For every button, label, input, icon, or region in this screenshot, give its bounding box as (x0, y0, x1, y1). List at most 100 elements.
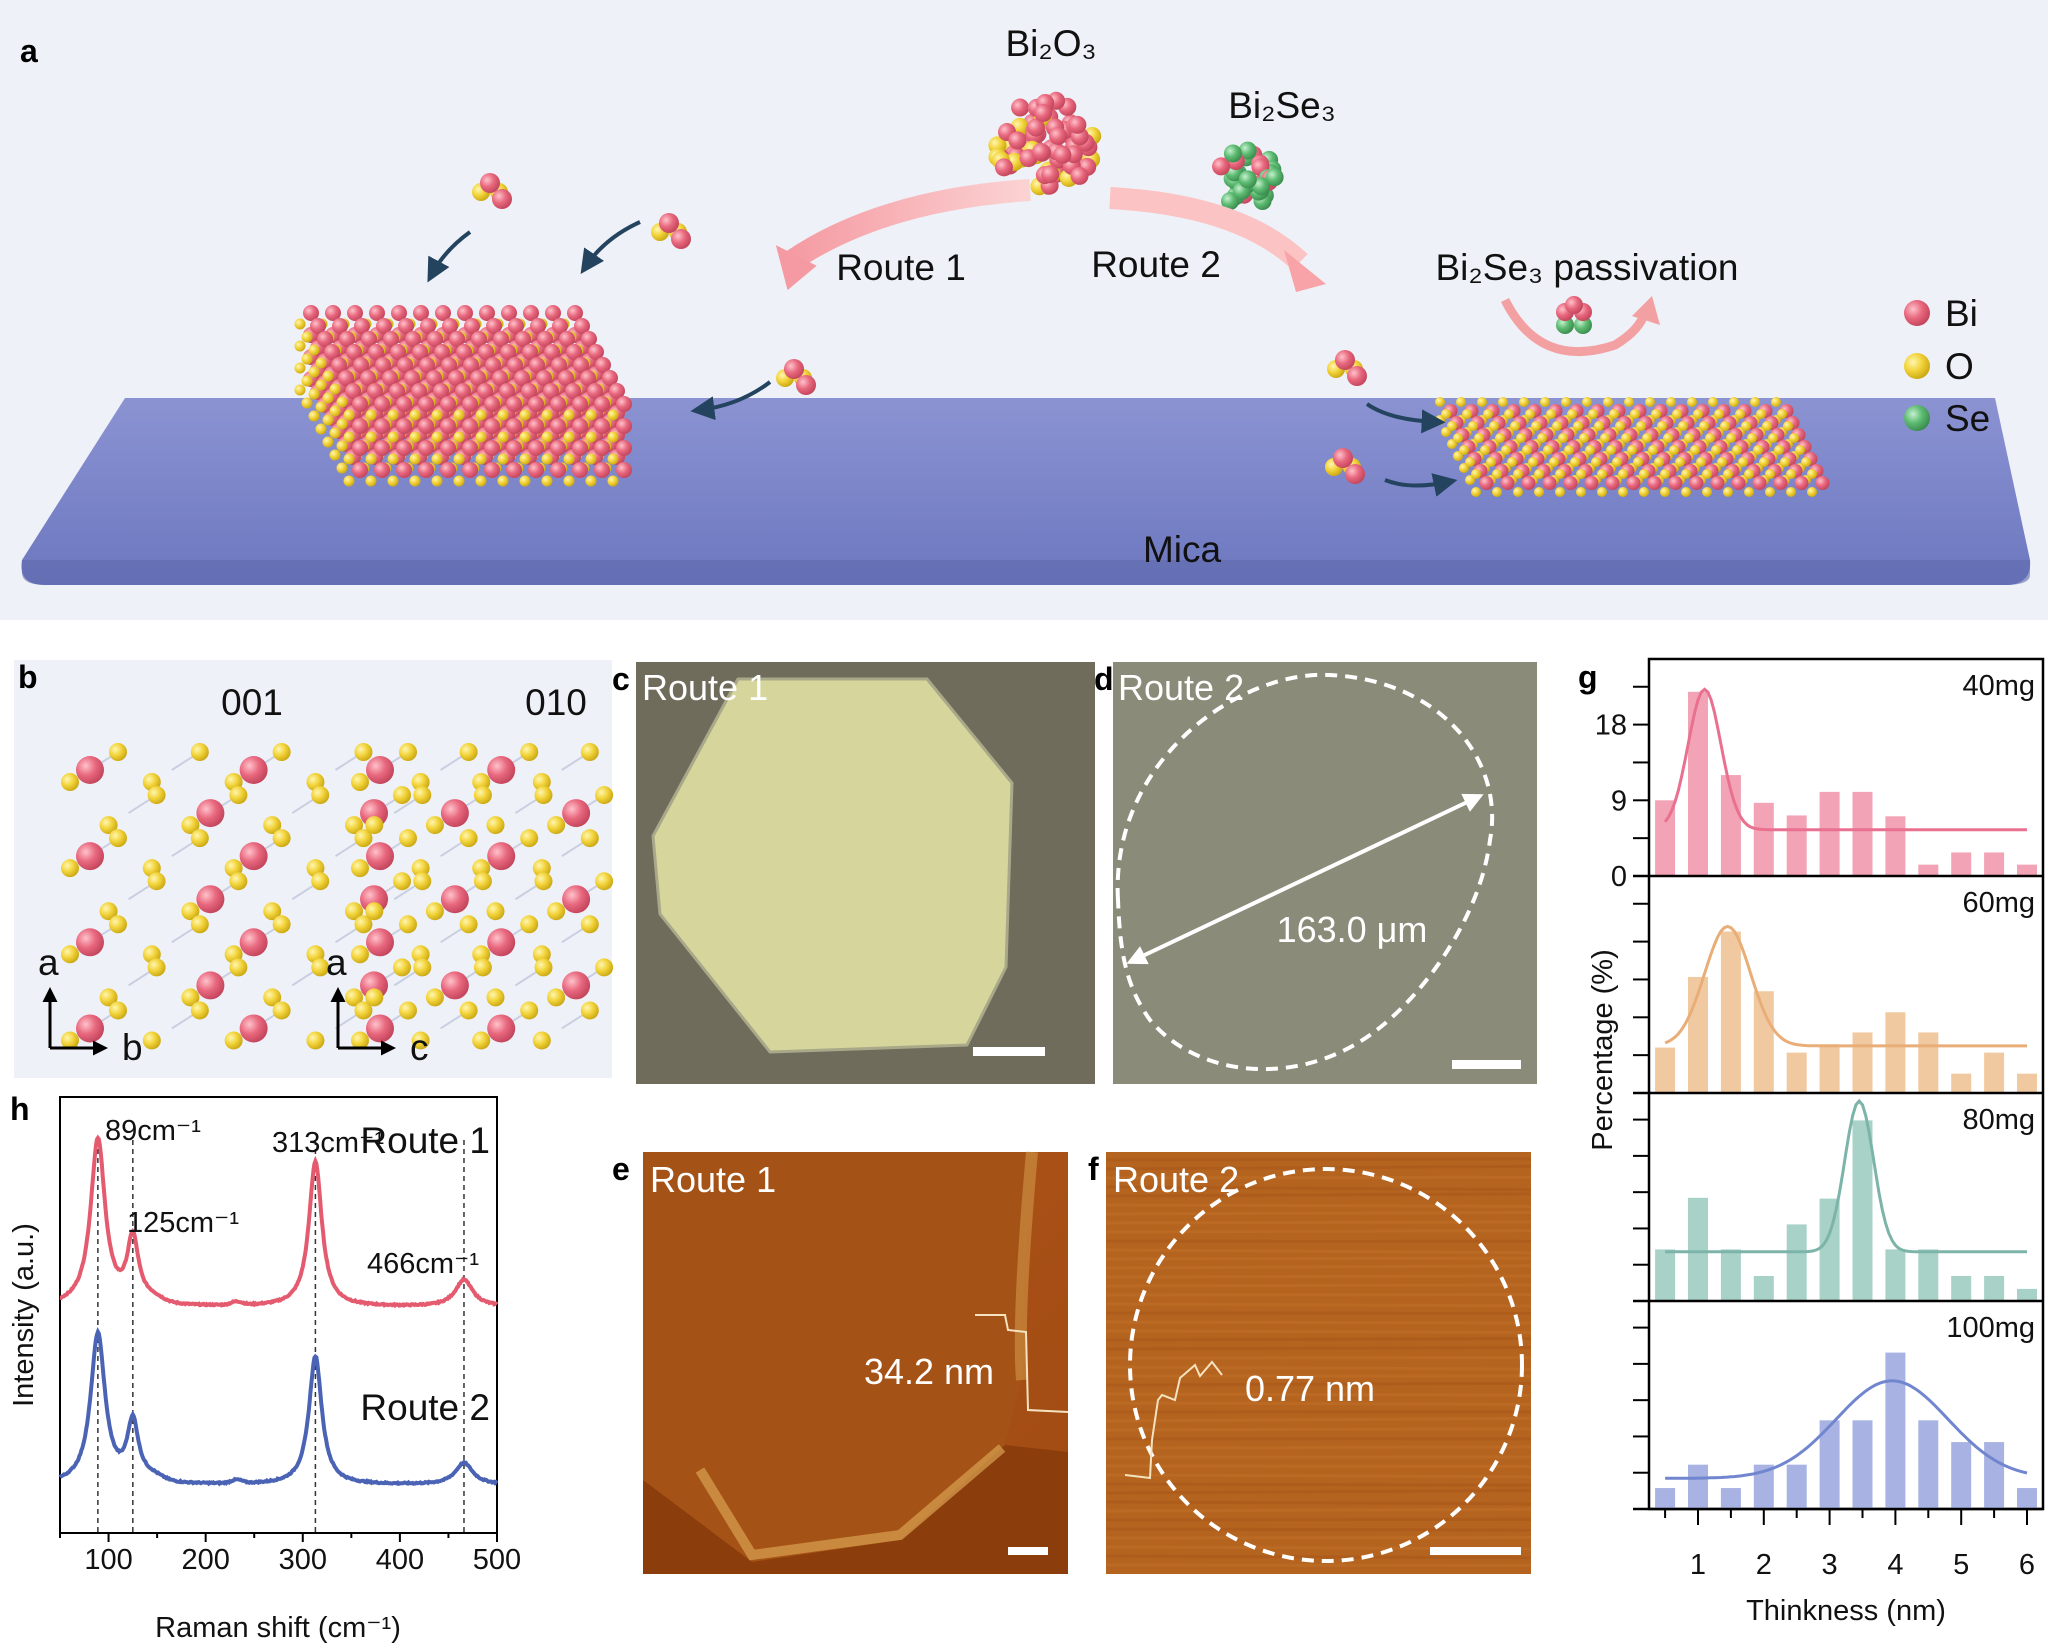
passivation-label: Bi₂Se₃ passivation (1436, 247, 1739, 288)
oxygen-atom (263, 816, 282, 835)
oxygen-atom (1519, 397, 1529, 407)
oxygen-atom (453, 475, 465, 487)
bismuth-atom (462, 440, 478, 456)
bismuth-atom (595, 357, 611, 373)
bismuth-atom (76, 1014, 104, 1043)
oxygen-atom (580, 829, 599, 848)
bismuth-atom (522, 344, 538, 360)
oxygen-atom (399, 743, 417, 761)
bismuth-atom (1668, 476, 1683, 490)
oxygen-atom (411, 1031, 430, 1050)
legend-o-marker (1904, 353, 1930, 379)
afm-flake (643, 1152, 1035, 1562)
peak-annotation: 89cm⁻¹ (105, 1115, 201, 1147)
oxygen-atom (1570, 457, 1580, 467)
afm-scan-line (1105, 1507, 1532, 1513)
bismuth-atom (374, 418, 390, 434)
oxygen-atom (1525, 409, 1535, 419)
bismuth-atom (616, 396, 632, 412)
bismuth-atom (572, 418, 588, 434)
bismuth-atom (418, 396, 434, 412)
bismuth-atom (581, 331, 597, 347)
oxygen-atom (1447, 421, 1457, 431)
oxygen-atom (387, 409, 399, 421)
plot-frame (59, 1096, 498, 1534)
bismuth-atom (462, 462, 478, 478)
bismuth-atom (449, 331, 465, 347)
bismuth-atom (1752, 476, 1767, 490)
oxygen-atom (473, 872, 492, 891)
bismuth-atom (239, 1014, 268, 1043)
bismuth-atom (506, 396, 522, 412)
bismuth-atom (411, 383, 427, 399)
bismuth-atom (418, 440, 434, 456)
oxygen-atom (301, 375, 313, 387)
afm-edge-highlight (695, 1444, 1006, 1561)
oxygen-atom (354, 1001, 373, 1020)
plot-frame (1647, 657, 2045, 1511)
bismuth-atom (572, 440, 588, 456)
oxygen-atom (1786, 487, 1796, 497)
bismuth-atom (369, 305, 385, 321)
bismuth-atom (492, 189, 512, 209)
bismuth-atom (457, 305, 473, 321)
bismuth-atom (1335, 350, 1355, 370)
x-tick-label: 3 (1822, 1549, 1838, 1581)
bismuth-atom (1068, 115, 1087, 134)
bismuth-atom (1542, 476, 1557, 490)
bar-80mg-2 (1753, 1276, 1774, 1301)
afm-scan-line (1105, 1248, 1532, 1255)
oxygen-atom (351, 859, 369, 878)
bismuth-atom (366, 1014, 394, 1043)
oxygen-atom (409, 409, 421, 421)
bar-100mg-4.5 (1918, 1420, 1939, 1509)
afm-scan-line (1105, 1229, 1532, 1234)
bar-40mg-6 (2017, 864, 2037, 876)
bismuth-atom (1031, 142, 1050, 161)
afm-scan-line (1105, 1381, 1532, 1387)
bismuth-atom (397, 357, 413, 373)
bismuth-atom (1011, 98, 1030, 117)
oxygen-atom (1783, 421, 1793, 431)
bismuth-atom (484, 440, 500, 456)
oxygen-atom (1753, 445, 1763, 455)
oxygen-atom (365, 816, 384, 835)
oxygen-atom (425, 816, 444, 835)
bismuth-atom (1815, 476, 1830, 490)
oxygen-atom (459, 743, 478, 761)
passivation-arrow (1500, 297, 1650, 356)
x-tick-label: 4 (1887, 1549, 1903, 1581)
bismuth-atom (471, 331, 487, 347)
series-label: Route 1 (360, 1120, 490, 1161)
y-axis-label: Percentage (%) (1587, 949, 1619, 1151)
bismuth-atom (558, 370, 574, 386)
y-axis-label: Intensity (a.u.) (8, 1223, 40, 1407)
oxygen-atom (393, 872, 412, 891)
oxygen-atom (1708, 397, 1718, 407)
oxygen-atom (311, 786, 330, 805)
precursor-clusters (472, 91, 1592, 484)
oxygen-atom (1624, 397, 1634, 407)
oxygen-atom (519, 409, 531, 421)
oxygen-atom (1717, 457, 1727, 467)
oxygen-atom (294, 362, 306, 374)
oxygen-atom (1729, 397, 1739, 407)
oxygen-atom (472, 773, 491, 791)
selenium-atom (1556, 316, 1574, 334)
oxygen-atom (336, 440, 348, 452)
oxygen-atom (520, 1001, 539, 1020)
panel-b: b 001 010 a b a c (14, 659, 614, 1078)
oxygen-atom (475, 431, 487, 443)
bar-60mg-5.5 (1984, 1052, 2005, 1093)
afm-scan-line (1105, 1192, 1532, 1198)
bar-100mg-1 (1688, 1464, 1708, 1509)
passivation-arrowhead (1632, 296, 1660, 325)
bar-60mg-0.5 (1655, 1047, 1676, 1093)
oxygen-atom (411, 859, 430, 878)
oxygen-atom (534, 872, 553, 891)
oxygen-atom (315, 379, 327, 391)
precursor-bi2o3-label: Bi₂O₃ (1005, 23, 1096, 64)
bismuth-atom (418, 418, 434, 434)
panel-h-raman-spectra: h Intensity (a.u.) Raman shift (cm⁻¹) 10… (8, 1091, 521, 1644)
oxygen-atom (541, 453, 553, 465)
